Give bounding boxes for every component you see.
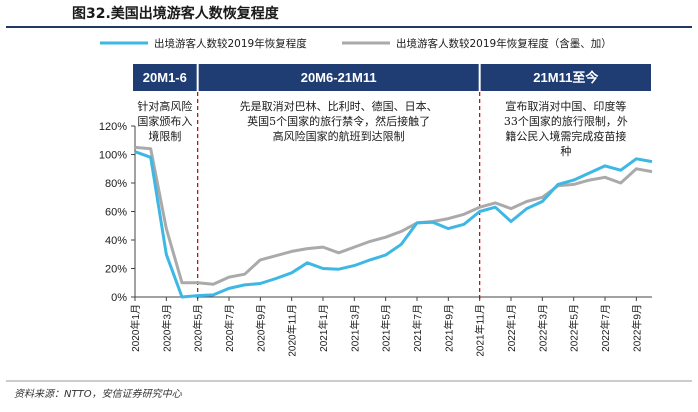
annotation-3-line-3: 籍公民入境需完成疫苗接	[505, 129, 626, 143]
x-tick-label: 2022年1月	[505, 304, 518, 352]
x-tick-label: 2021年7月	[411, 304, 424, 352]
y-tick-label: 20%	[105, 264, 127, 276]
annotation-1-line-1: 针对高风险	[137, 99, 192, 113]
x-tick-label: 2020年9月	[254, 304, 267, 352]
y-tick-label: 0%	[111, 292, 127, 304]
page-title: 图32.美国出境游客人数恢复程度	[72, 5, 280, 22]
period-bands: 20M1-6 20M6-21M11 21M11至今	[133, 64, 651, 91]
period-band-label-3: 21M11至今	[533, 70, 599, 85]
legend-label-1: 出境游客人数较2019年恢复程度	[154, 37, 307, 50]
period-band-3	[480, 64, 651, 91]
x-tick-label: 2021年5月	[380, 304, 393, 352]
x-axis: 2020年1月 2020年3月 2020年5月 2020年7月 2020年9月 2020年…	[129, 296, 652, 357]
y-tick-label: 60%	[105, 207, 127, 219]
annotation-1-line-3: 境限制	[148, 129, 181, 143]
x-tick-label: 2020年11月	[286, 304, 299, 357]
x-tick-label: 2020年3月	[160, 304, 173, 352]
period-band-label-2: 20M6-21M11	[301, 70, 377, 85]
x-tick-label: 2021年1月	[317, 304, 330, 352]
annotation-3-line-2: 33个国家的旅行限制，外	[504, 114, 628, 128]
x-tick-label: 2022年3月	[536, 304, 549, 352]
y-axis: 0% 20% 40% 60% 80% 100% 120%	[99, 121, 136, 304]
annotation-3-line-4: 种	[560, 144, 571, 158]
y-tick-label: 100%	[99, 150, 127, 162]
period-band-1	[133, 64, 197, 91]
annotation-2-line-2: 英国5个国家的旅行禁令，然后接触了	[247, 114, 430, 128]
period-band-label-1: 20M1-6	[143, 70, 187, 85]
annotation-1-line-2: 国家颁布入	[137, 114, 192, 128]
y-tick-label: 40%	[105, 235, 127, 247]
legend-label-2: 出境游客人数较2019年恢复程度（含墨、加）	[396, 37, 612, 50]
x-tick-label: 2020年7月	[223, 304, 236, 352]
annotation-2-line-3: 高风险国家的航班到达限制	[273, 129, 405, 143]
x-tick-label: 2021年11月	[474, 304, 487, 357]
period-band-2	[198, 64, 479, 91]
chart-legend: 出境游客人数较2019年恢复程度 出境游客人数较2019年恢复程度（含墨、加）	[100, 37, 612, 50]
y-tick-label: 120%	[99, 121, 127, 133]
x-tick-label: 2020年1月	[129, 304, 142, 352]
x-tick-label: 2021年9月	[442, 304, 455, 352]
series-line-2	[134, 145, 653, 286]
source-note: 资料来源：NTTO，安信证券研究中心	[14, 388, 183, 400]
x-tick-label: 2022年9月	[630, 304, 643, 352]
x-tick-label: 2022年5月	[568, 304, 581, 352]
annotation-3-line-1: 宣布取消对中国、印度等	[505, 99, 626, 113]
y-tick-label: 80%	[105, 178, 127, 190]
x-tick-label: 2022年7月	[599, 304, 612, 352]
x-tick-label: 2020年5月	[192, 304, 205, 352]
x-tick-label: 2021年3月	[348, 304, 361, 352]
series-lines	[134, 145, 653, 299]
series-line-1	[134, 150, 653, 299]
annotation-2-line-1: 先是取消对巴林、比利时、德国、日本、	[240, 99, 438, 113]
